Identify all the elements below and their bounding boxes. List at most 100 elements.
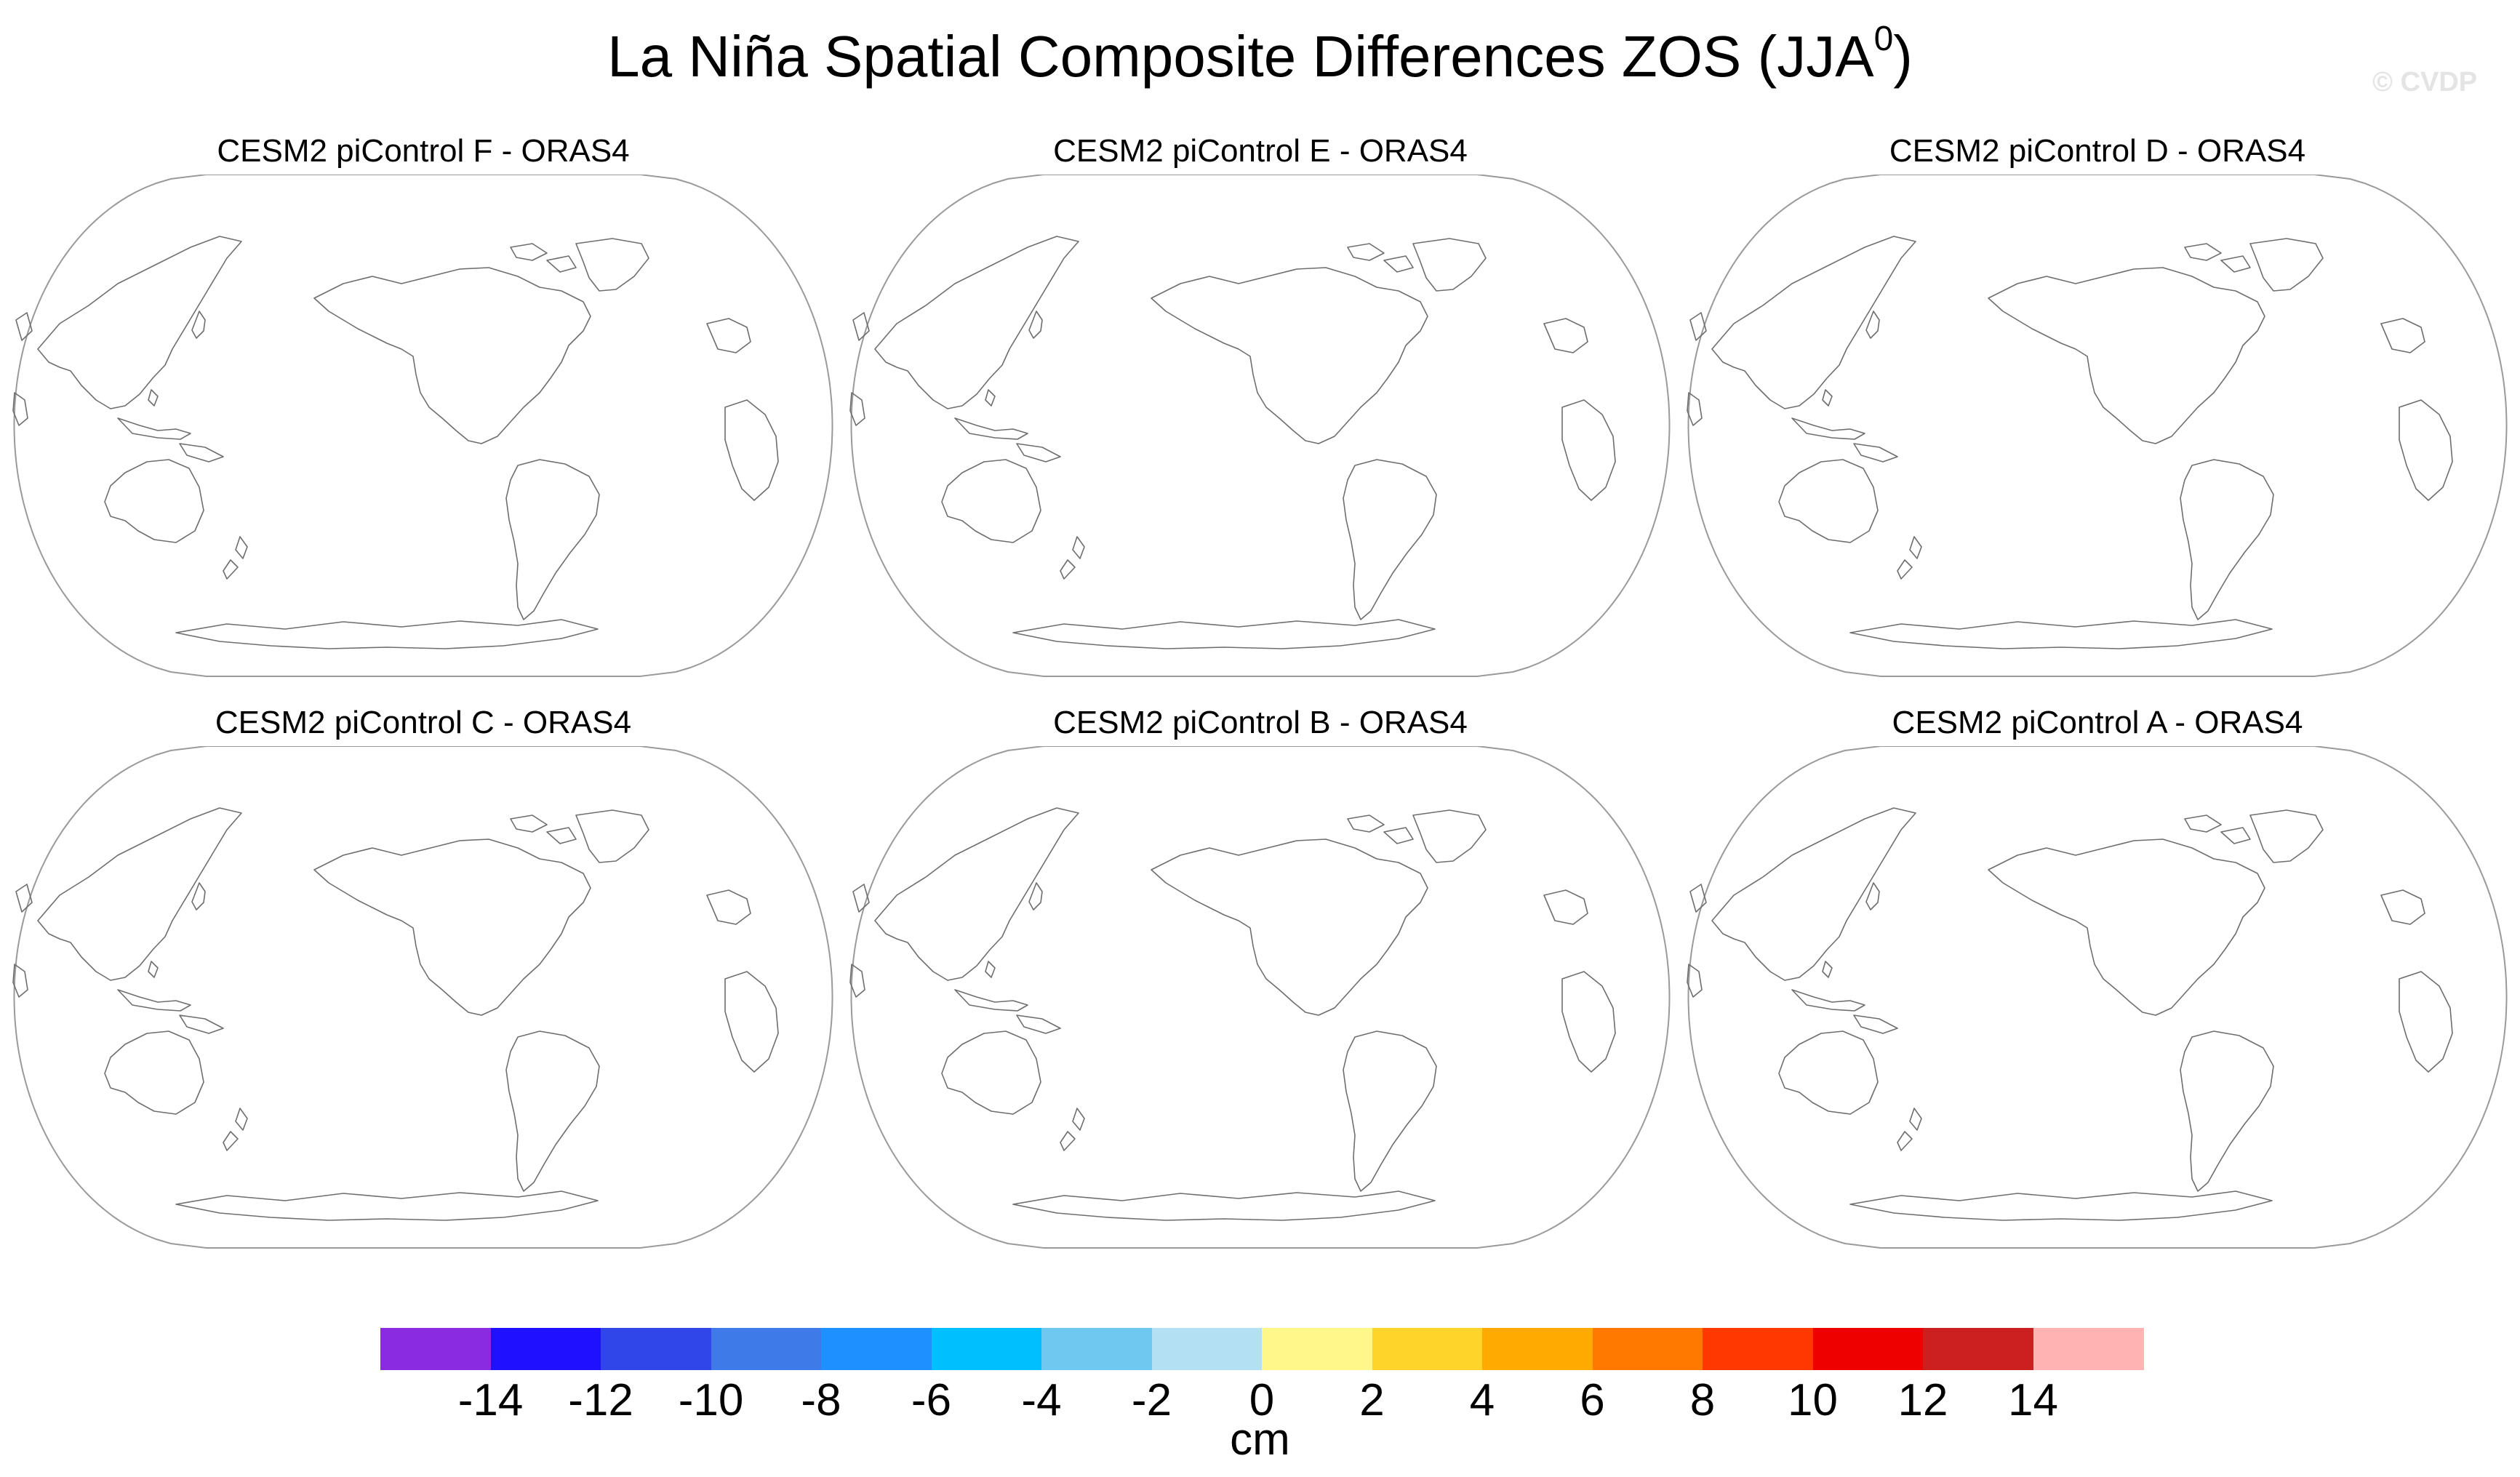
world-map [1687, 175, 2508, 677]
coastline [1028, 311, 1043, 339]
coastline [1561, 971, 1616, 1073]
coastline [849, 964, 865, 998]
coastline [2180, 1030, 2274, 1192]
watermark: © CVDP [2372, 67, 2478, 97]
colorbar-labels: -14 -12 -10 -8 -6 -4 -2 0 2 4 6 8 10 12 14 [0, 1372, 2520, 1430]
colorbar-tick-label: 8 [1689, 1375, 1716, 1425]
coastline [104, 459, 204, 543]
panel-title: CESM2 piControl F - ORAS4 [217, 133, 630, 169]
coastline [1151, 838, 1428, 1016]
coastline [985, 961, 996, 978]
panel-title: CESM2 piControl C - ORAS4 [215, 705, 632, 740]
coastline [1383, 255, 1414, 273]
coastline [117, 417, 191, 440]
coastline [575, 238, 649, 292]
coastline [852, 312, 870, 341]
coastline [2249, 238, 2324, 292]
coastline [2220, 827, 2251, 844]
coastline [235, 536, 248, 559]
colorbar-tick-label: -6 [911, 1375, 952, 1425]
coastline [2380, 318, 2425, 353]
colorbar-tick-label: 12 [1897, 1375, 1948, 1425]
world-map [12, 746, 833, 1249]
map-panel-d: CESM2 piControl D - ORAS4 [1683, 131, 2512, 684]
coastline [175, 619, 599, 649]
coastline [1988, 267, 2265, 444]
coastline [1822, 961, 1833, 978]
coastline [510, 814, 548, 833]
colorbar-swatch [1041, 1328, 1153, 1370]
coastline [12, 964, 28, 998]
coastline [37, 807, 242, 981]
colorbar-tick-label: -2 [1131, 1375, 1172, 1425]
coastline [724, 399, 779, 501]
coastline [505, 459, 600, 620]
colorbar-units: cm [1230, 1414, 1290, 1465]
colorbar-swatch [1482, 1328, 1593, 1370]
coastline [15, 312, 33, 341]
coastline [1412, 238, 1487, 292]
coastline [1687, 964, 1703, 998]
coastline [179, 443, 224, 463]
world-map [849, 175, 1671, 677]
panel-title: CESM2 piControl D - ORAS4 [1889, 133, 2306, 169]
title-superscript: 0 [1873, 20, 1894, 58]
map-outline [1687, 746, 2508, 1249]
colorbar-swatch [1262, 1328, 1373, 1370]
colorbar-swatch [601, 1328, 712, 1370]
page-title: La Niña Spatial Composite Differences ZO… [0, 20, 2520, 102]
coastline [1897, 559, 1913, 580]
coastline [1347, 814, 1385, 833]
colorbar-tick-label: 14 [2008, 1375, 2058, 1425]
colorbar-tick-label: 10 [1788, 1375, 1838, 1425]
coastline [2380, 889, 2425, 925]
coastline [1072, 536, 1085, 559]
colorbar-swatch [1592, 1328, 1703, 1370]
colorbar-tick-label: 0 [1249, 1375, 1275, 1425]
coastline [2220, 255, 2251, 273]
coastline [546, 827, 577, 844]
coastline [1897, 1131, 1913, 1151]
map-panel-a: CESM2 piControl A - ORAS4 [1683, 703, 2512, 1255]
coastline [1853, 443, 1898, 463]
coastline [1909, 536, 1922, 559]
coastline [1822, 389, 1833, 407]
coastline [1865, 311, 1880, 339]
coastline [575, 809, 649, 863]
coastline [117, 989, 191, 1012]
coastline [1028, 882, 1043, 910]
coastline [954, 989, 1028, 1012]
coastline [849, 392, 865, 426]
map-outline [13, 175, 833, 677]
coastline [1012, 1190, 1436, 1221]
world-map [1687, 746, 2508, 1249]
panel-title: CESM2 piControl A - ORAS4 [1892, 705, 2303, 740]
coastline [874, 807, 1079, 981]
colorbar [380, 1328, 2144, 1370]
coastline [1412, 809, 1487, 863]
coastline [941, 1030, 1041, 1115]
coastline [1060, 1131, 1076, 1151]
colorbar-swatch [490, 1328, 601, 1370]
coastline [1689, 884, 1707, 913]
colorbar-swatch [380, 1328, 492, 1370]
coastline [1543, 889, 1588, 925]
colorbar-swatch [711, 1328, 822, 1370]
coastline [313, 838, 591, 1016]
map-outline [13, 746, 833, 1249]
coastline [546, 255, 577, 273]
coastline [37, 236, 242, 409]
coastline [1016, 1014, 1061, 1034]
title-text: La Niña Spatial Composite Differences ZO… [607, 24, 1874, 89]
panel-title: CESM2 piControl E - ORAS4 [1053, 133, 1468, 169]
coastline [1687, 392, 1703, 426]
map-panel-c: CESM2 piControl C - ORAS4 [9, 703, 838, 1255]
map-outline [1687, 175, 2508, 677]
colorbar-swatch [1812, 1328, 1924, 1370]
coastline [874, 236, 1079, 409]
coastline [104, 1030, 204, 1115]
coastline [1060, 559, 1076, 580]
coastline [2399, 971, 2453, 1073]
world-map [849, 746, 1671, 1249]
world-map [12, 175, 833, 677]
